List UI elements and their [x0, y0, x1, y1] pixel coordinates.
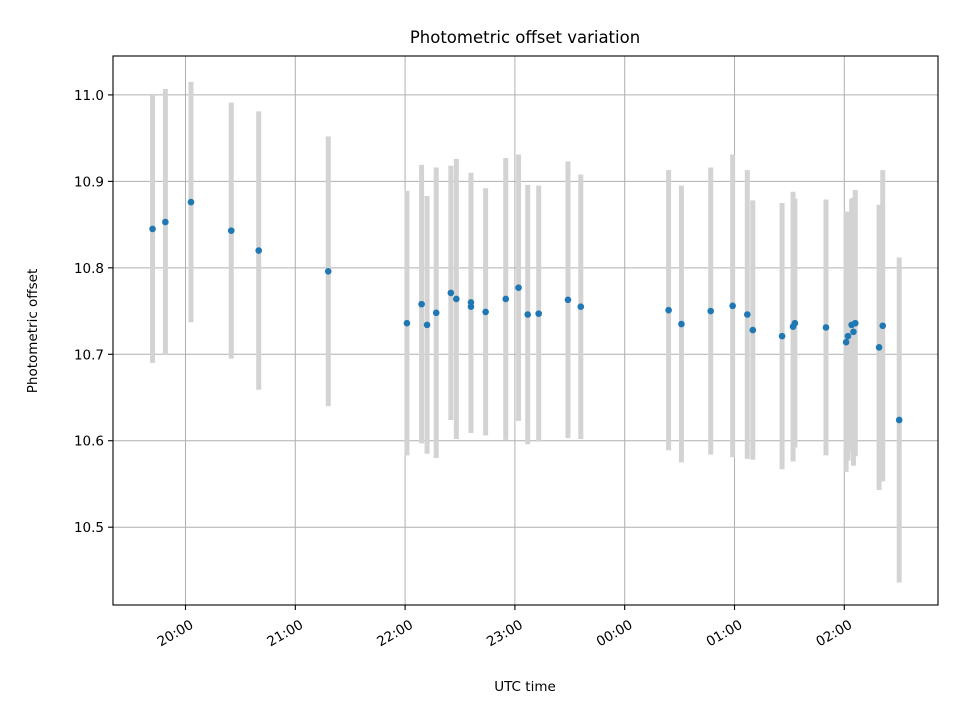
y-tick-label: 10.9 — [74, 174, 104, 190]
data-points — [149, 198, 903, 424]
data-point — [467, 303, 475, 311]
x-tick-label: 20:00 — [155, 617, 197, 650]
data-point — [791, 319, 799, 327]
x-axis-label: UTC time — [494, 679, 556, 695]
data-point — [577, 303, 585, 311]
data-point — [707, 307, 715, 315]
data-point — [678, 320, 685, 328]
data-point — [524, 311, 532, 318]
error-bars — [150, 81, 902, 583]
data-point — [187, 198, 195, 206]
data-point — [423, 321, 431, 329]
data-point — [432, 309, 440, 317]
y-tick-label: 11.0 — [74, 88, 104, 104]
x-tick-label: 21:00 — [264, 617, 306, 650]
data-point — [564, 296, 572, 304]
data-point — [842, 338, 850, 346]
data-point — [502, 295, 510, 303]
y-axis-label: Photometric offset — [25, 269, 41, 393]
y-tick-label: 10.7 — [74, 347, 104, 363]
data-point — [729, 302, 736, 310]
x-tick-label: 02:00 — [813, 617, 855, 650]
data-point — [778, 332, 786, 340]
data-point — [850, 328, 857, 336]
data-point — [482, 308, 489, 316]
data-point — [895, 416, 903, 424]
data-point — [822, 324, 830, 331]
y-tick-label: 10.8 — [74, 261, 104, 277]
data-point — [162, 218, 169, 226]
y-tick-label: 10.5 — [74, 520, 104, 536]
y-tick-label: 10.6 — [74, 434, 104, 450]
x-tick-label: 01:00 — [704, 617, 746, 650]
data-point — [744, 311, 751, 318]
x-tick-label: 23:00 — [484, 617, 526, 650]
x-tick-label: 22:00 — [374, 617, 416, 650]
data-point — [227, 227, 235, 234]
data-point — [447, 289, 455, 297]
data-point — [453, 295, 460, 303]
data-point — [149, 225, 156, 233]
y-axis-ticks: 10.5 10.6 10.7 10.8 10.9 11.0 — [74, 88, 113, 536]
data-point — [875, 344, 883, 351]
data-point — [403, 319, 411, 327]
data-point — [851, 319, 859, 327]
data-point — [515, 284, 522, 292]
data-point — [535, 310, 542, 317]
data-point — [665, 306, 672, 314]
data-point — [255, 247, 262, 254]
x-axis-ticks: 20:00 21:00 22:00 23:00 00:00 01:00 02:00 — [155, 605, 855, 650]
data-point — [879, 322, 887, 330]
data-point — [844, 332, 852, 340]
plot-frame — [112, 55, 939, 606]
data-point — [749, 326, 757, 334]
data-point — [418, 300, 425, 308]
x-tick-label: 00:00 — [594, 617, 636, 650]
chart-title: Photometric offset variation — [410, 28, 640, 47]
data-point — [324, 267, 332, 275]
